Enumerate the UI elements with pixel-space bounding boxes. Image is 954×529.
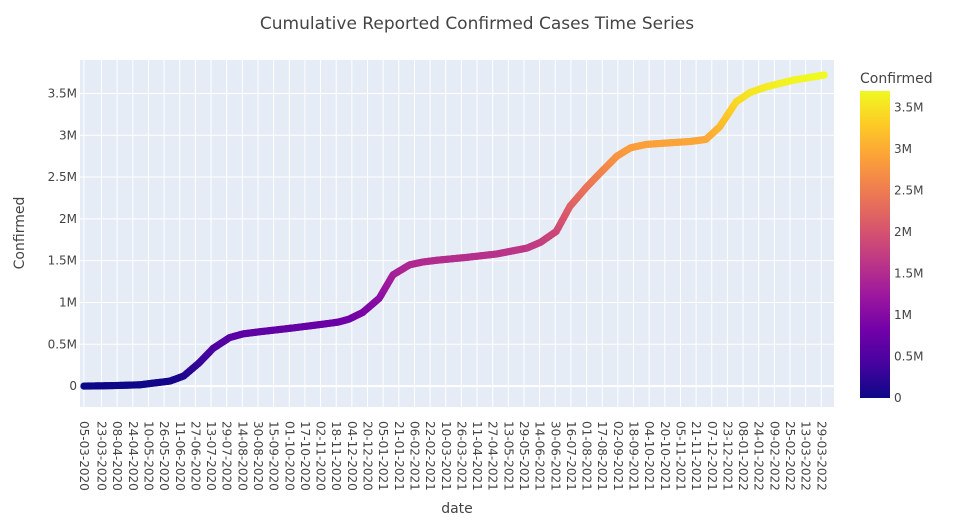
x-tick-label: 10-05-2020 [141, 421, 155, 491]
series-layer [80, 71, 828, 390]
x-tick-label: 14-06-2021 [533, 421, 547, 491]
x-tick-label: 23-12-2021 [720, 421, 734, 491]
x-tick-label: 30-08-2020 [251, 421, 265, 491]
x-tick-label: 06-02-2021 [407, 421, 421, 491]
colorbar-tick-label: 1.5M [894, 267, 923, 281]
colorbar-tick-label: 0 [894, 391, 902, 405]
x-tick-label: 11-04-2021 [470, 421, 484, 491]
x-tick-label: 21-11-2021 [689, 421, 703, 491]
x-tick-label: 26-03-2021 [454, 421, 468, 491]
colorbar-tick-label: 2.5M [894, 184, 923, 198]
colorbar-title: Confirmed [860, 71, 933, 87]
x-tick-label: 02-09-2021 [611, 421, 625, 491]
y-tick-label: 2M [59, 212, 77, 226]
x-tick-label: 13-07-2020 [204, 421, 218, 491]
x-tick-label: 01-10-2020 [282, 421, 296, 491]
x-tick-label: 14-08-2020 [235, 421, 249, 491]
x-tick-label: 22-02-2021 [423, 421, 437, 491]
x-tick-label: 18-09-2021 [627, 421, 641, 491]
x-tick-label: 17-10-2020 [298, 421, 312, 491]
x-tick-label: 04-12-2020 [345, 421, 359, 491]
y-tick-label: 3.5M [48, 86, 77, 100]
x-tick-label: 27-04-2021 [486, 421, 500, 491]
x-tick-label: 15-09-2020 [267, 421, 281, 491]
grid-layer [80, 60, 834, 407]
x-tick-label: 29-03-2022 [814, 421, 828, 491]
x-tick-label: 16-07-2021 [564, 421, 578, 491]
colorbar-tick-label: 1M [894, 308, 912, 322]
x-tick-label: 13-03-2022 [799, 421, 813, 491]
colorbar: Confirmed 0 0.5M 1M 1.5M 2M 2.5M 3M 3.5M [860, 71, 933, 405]
x-tick-label: 05-03-2020 [77, 421, 91, 491]
x-tick-label: 08-01-2022 [736, 421, 750, 491]
x-tick-label: 29-05-2021 [517, 421, 531, 491]
x-tick-label: 30-06-2021 [548, 421, 562, 491]
y-tick-label: 0 [69, 379, 77, 393]
x-tick-label: 21-01-2021 [392, 421, 406, 491]
x-tick-label: 04-10-2021 [642, 421, 656, 491]
x-tick-label: 26-05-2020 [157, 421, 171, 491]
y-tick-label: 1M [59, 295, 77, 309]
x-tick-label: 10-03-2021 [439, 421, 453, 491]
y-tick-label: 3M [59, 128, 77, 142]
colorbar-tick-label: 0.5M [894, 350, 923, 364]
colorbar-tick-label: 3M [894, 142, 912, 156]
x-tick-label: 20-10-2021 [658, 421, 672, 491]
x-tick-label: 07-12-2021 [705, 421, 719, 491]
y-tick-label: 1.5M [48, 254, 77, 268]
y-tick-label: 2.5M [48, 170, 77, 184]
colorbar-tick-label: 2M [894, 225, 912, 239]
x-tick-label: 13-05-2021 [501, 421, 515, 491]
x-tick-label: 20-12-2020 [361, 421, 375, 491]
colorbar-tick-label: 3.5M [894, 101, 923, 115]
x-tick-label: 24-01-2022 [752, 421, 766, 491]
x-tick-label: 09-02-2022 [767, 421, 781, 491]
x-tick-label: 02-11-2020 [314, 421, 328, 491]
x-tick-label: 29-07-2020 [220, 421, 234, 491]
y-tick-labels: 0 0.5M 1M 1.5M 2M 2.5M 3M 3.5M [48, 86, 77, 393]
data-point [820, 71, 828, 79]
y-axis-title: Confirmed [12, 197, 28, 270]
plot-background [80, 60, 834, 407]
x-tick-label: 18-11-2020 [329, 421, 343, 491]
x-tick-label: 01-08-2021 [580, 421, 594, 491]
x-axis-title: date [441, 501, 473, 517]
x-tick-label: 25-02-2022 [783, 421, 797, 491]
x-tick-labels: 05-03-2020 23-03-2020 08-04-2020 24-04-2020… [77, 421, 828, 491]
x-tick-label: 24-04-2020 [126, 421, 140, 491]
chart-title: Cumulative Reported Confirmed Cases Time… [260, 14, 694, 34]
x-tick-label: 08-04-2020 [110, 421, 124, 491]
x-tick-label: 11-06-2020 [173, 421, 187, 491]
x-tick-label: 27-06-2020 [188, 421, 202, 491]
x-tick-label: 23-03-2020 [95, 421, 109, 491]
x-tick-label: 05-11-2021 [673, 421, 687, 491]
x-tick-label: 05-01-2021 [376, 421, 390, 491]
colorbar-gradient [860, 91, 890, 398]
x-tick-label: 17-08-2021 [595, 421, 609, 491]
y-tick-label: 0.5M [48, 337, 77, 351]
